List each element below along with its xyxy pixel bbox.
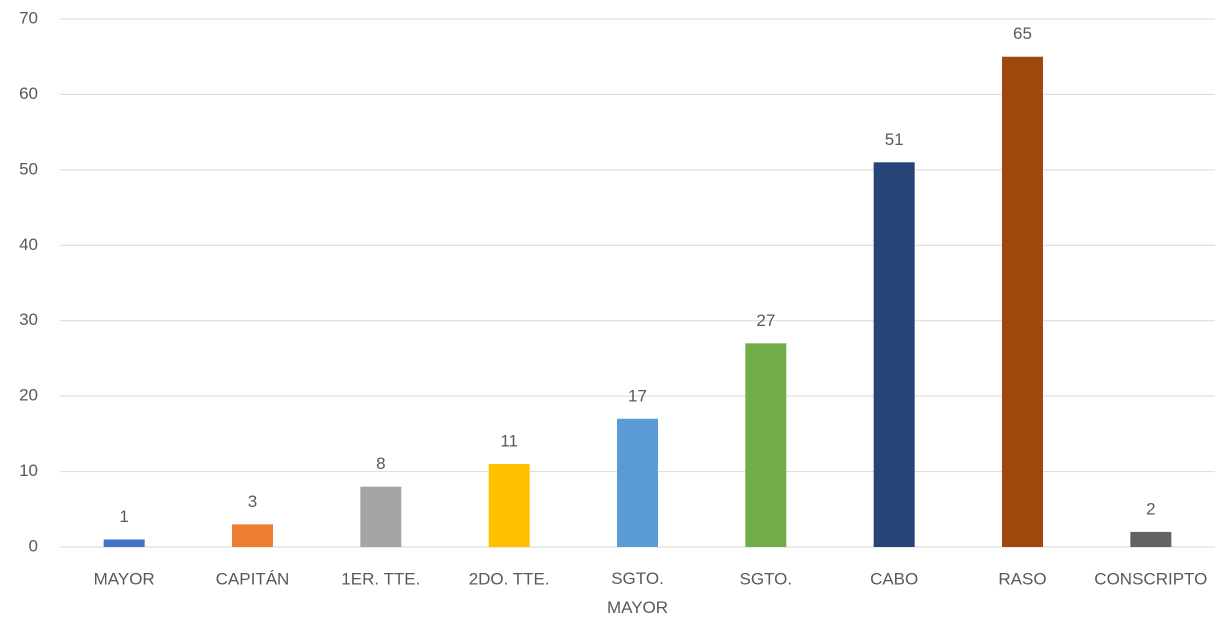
x-tick-label: SGTO. MAYOR xyxy=(607,569,668,617)
y-tick-label: 20 xyxy=(19,386,38,405)
data-label: 27 xyxy=(756,311,775,330)
bar xyxy=(617,418,658,547)
x-tick-label: MAYOR xyxy=(94,569,155,588)
data-label: 8 xyxy=(376,454,385,473)
x-tick-label: CAPITÁN xyxy=(216,569,290,588)
bar xyxy=(103,539,145,547)
y-tick-label: 70 xyxy=(19,8,38,27)
data-label: 2 xyxy=(1146,499,1155,518)
data-label: 3 xyxy=(248,492,257,511)
bar xyxy=(1002,56,1043,547)
data-label: 11 xyxy=(500,432,518,451)
y-tick-label: 40 xyxy=(19,235,38,254)
x-tick-label: CABO xyxy=(870,569,918,588)
y-tick-label: 30 xyxy=(19,310,38,329)
data-label: 65 xyxy=(1013,24,1032,43)
x-tick-label: 2DO. TTE. xyxy=(469,569,550,588)
x-tick-label: CONSCRIPTO xyxy=(1094,569,1207,588)
data-label: 17 xyxy=(628,386,647,405)
bar xyxy=(1130,531,1172,547)
y-tick-label: 10 xyxy=(19,461,38,480)
data-label: 51 xyxy=(885,130,904,149)
bar xyxy=(873,162,915,548)
bar xyxy=(232,524,273,547)
bar xyxy=(745,343,787,547)
bar xyxy=(488,464,530,547)
x-tick-label: 1ER. TTE. xyxy=(341,569,420,588)
bar xyxy=(360,486,402,547)
x-tick-label: RASO xyxy=(998,569,1046,588)
y-tick-label: 60 xyxy=(19,84,38,103)
data-label: 1 xyxy=(119,507,128,526)
x-tick-label: SGTO. xyxy=(740,569,793,588)
y-tick-label: 50 xyxy=(19,159,38,178)
y-tick-label: 0 xyxy=(29,536,38,555)
